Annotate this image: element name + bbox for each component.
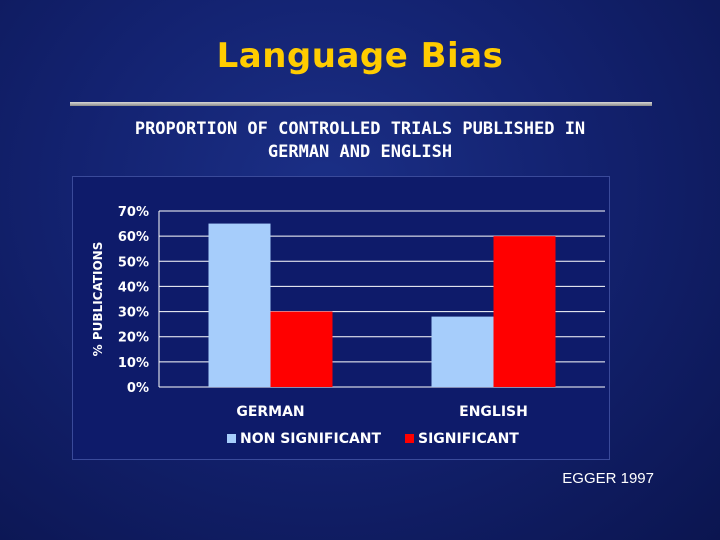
bar-non-significant-german: [208, 223, 271, 387]
title-divider: [70, 102, 652, 106]
bar-non-significant-english: [431, 316, 494, 387]
legend-label: SIGNIFICANT: [418, 431, 519, 447]
legend-swatch: [227, 434, 236, 443]
y-tick-label: 30%: [118, 306, 149, 321]
legend-swatch: [405, 434, 414, 443]
source-credit: EGGER 1997: [562, 470, 654, 487]
subtitle-line-2: GERMAN AND ENGLISH: [267, 142, 453, 162]
chart-frame: 0% 10% 20% 30% 40% 50% 60% 70% % PUBLICATIONS GER…: [72, 176, 610, 460]
subtitle-line-1: PROPORTION OF CONTROLLED TRIALS PUBLISHE…: [134, 119, 586, 139]
bar-significant-german: [270, 311, 333, 387]
y-tick-label: 20%: [118, 331, 149, 346]
x-category-label: GERMAN: [236, 404, 304, 420]
y-tick-label: 0%: [127, 381, 149, 396]
y-tick-label: 70%: [118, 205, 149, 220]
x-category-label: ENGLISH: [459, 404, 528, 420]
y-tick-label: 10%: [118, 356, 149, 371]
bar-chart: 0% 10% 20% 30% 40% 50% 60% 70% % PUBLICATIONS GER…: [91, 205, 605, 447]
slide-title: Language Bias: [216, 36, 504, 76]
chart-subtitle: PROPORTION OF CONTROLLED TRIALS PUBLISHE…: [60, 118, 660, 164]
y-tick-label: 40%: [118, 280, 149, 295]
bar-significant-english: [493, 236, 556, 387]
y-tick-label: 60%: [118, 230, 149, 245]
y-axis-label: % PUBLICATIONS: [91, 242, 105, 357]
y-tick-label: 50%: [118, 255, 149, 270]
legend-label: NON SIGNIFICANT: [240, 431, 382, 447]
